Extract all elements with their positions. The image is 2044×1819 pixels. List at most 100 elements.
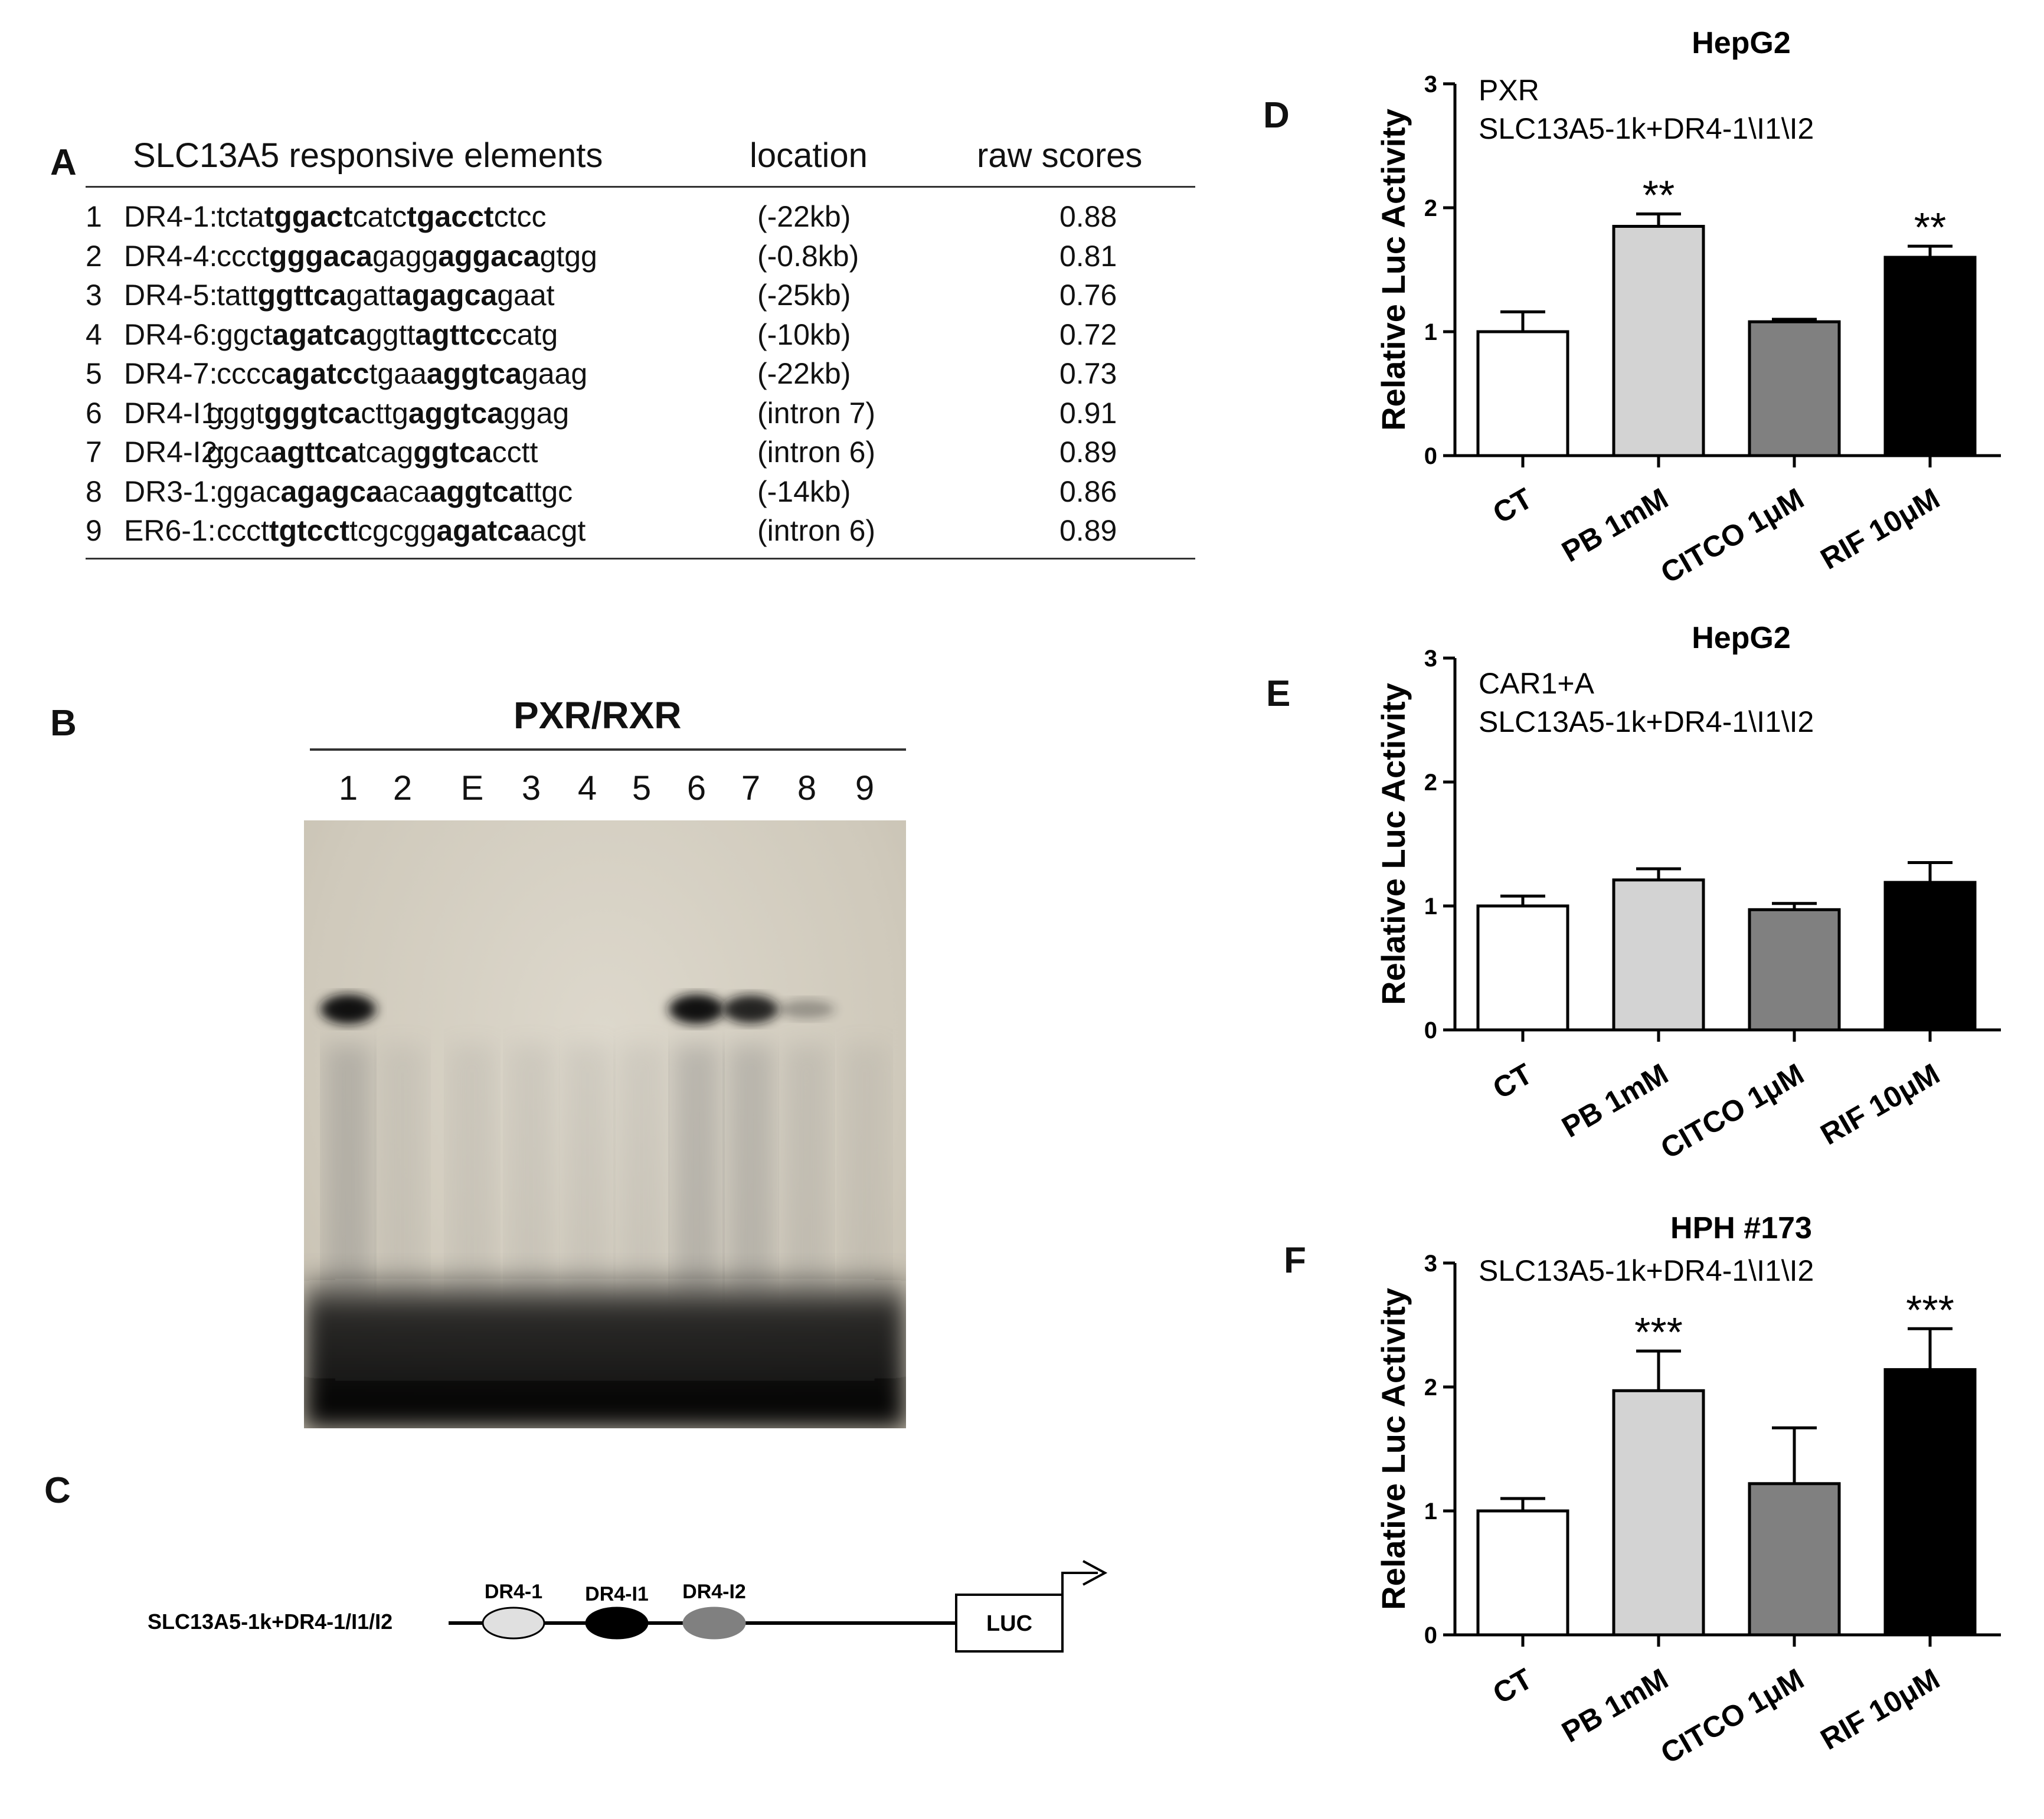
dr4-i1-element <box>585 1607 649 1640</box>
chart-title: HepG2 <box>1692 621 1791 655</box>
spacer-sequence: gggt <box>207 396 264 430</box>
lane-label: E <box>460 769 484 807</box>
table-row: 2 DR4-4: ccctgggacagaggaggacagtgg (-0.8kb) 0… <box>86 239 1195 278</box>
element-name: DR4-4: <box>124 239 218 273</box>
panel-letter-a: A <box>50 142 77 183</box>
element-sequence: ccccagatcctgaaaggtcagaag <box>217 356 587 391</box>
gel-bands <box>316 992 839 1027</box>
chart-title: HepG2 <box>1692 26 1791 60</box>
spacer-sequence: ttgc <box>525 475 573 508</box>
bar <box>1476 1509 1569 1637</box>
chart-annotation: PXR <box>1479 74 1539 107</box>
lane-label: 5 <box>632 769 652 807</box>
lane-label: 4 <box>577 769 597 807</box>
element-score: 0.81 <box>1059 239 1117 273</box>
motif-half-site: agagca <box>395 279 498 312</box>
element-sequence: tattggttcagattagagcagaat <box>217 278 555 312</box>
table-row: 4 DR4-6: ggctagatcaggttagttcccatg (-10kb) 0.… <box>86 318 1195 356</box>
element-sequence: ggctagatcaggttagttcccatg <box>217 318 558 352</box>
y-axis-label: Relative Luc Activity <box>1375 683 1412 1005</box>
dr4-i2-label: DR4-I2 <box>682 1581 746 1603</box>
y-axis-label: Relative Luc Activity <box>1375 109 1412 431</box>
motif-half-site: tggact <box>264 200 353 233</box>
element-sequence: tctatggactcatctgacctctcc <box>217 199 546 234</box>
lane-smear <box>673 1045 720 1293</box>
lane-smear <box>783 1045 830 1293</box>
panel-letter-f: F <box>1284 1240 1306 1281</box>
transcription-arrow <box>1061 1572 1098 1595</box>
lane-label: 9 <box>855 769 875 807</box>
y-tick-label: 0 <box>1424 1018 1437 1043</box>
element-location: (intron 7) <box>757 396 876 430</box>
row-number: 3 <box>86 279 102 312</box>
significance-marker: *** <box>1906 1287 1954 1333</box>
element-name: ER6-1: <box>124 514 216 547</box>
bar <box>1883 881 1977 1032</box>
lane-smear <box>618 1045 665 1293</box>
motif-half-site: ggttca <box>257 279 346 312</box>
category-label: PB 1mM <box>1556 482 1674 568</box>
element-sequence: ggacagagcaacaaggtcattgc <box>217 475 573 509</box>
spacer-sequence: gagg <box>372 239 439 273</box>
lane-label: 3 <box>521 769 541 807</box>
bar <box>1476 904 1569 1032</box>
spacer-sequence: tatt <box>217 279 258 312</box>
element-name: DR4-I2: <box>124 436 226 469</box>
element-name: DR4-1: <box>124 200 218 233</box>
spacer-sequence: tcta <box>217 200 264 233</box>
shifted-band <box>664 992 729 1027</box>
motif-half-site: agatca <box>272 318 366 351</box>
row-number: 4 <box>86 318 102 351</box>
panel-letter-b: B <box>50 703 77 744</box>
table-row: 9 ER6-1: cccttgtccttcgcggagatcaacgt (intron… <box>86 513 1195 552</box>
spacer-sequence: ggag <box>503 396 570 430</box>
motif-half-site: agagca <box>280 475 382 508</box>
table-row: 6 DR4-I1: gggtgggtcacttgaggtcaggag (intron … <box>86 396 1195 435</box>
element-score: 0.88 <box>1059 200 1117 233</box>
chart-d: HepG2 PXR SLC13A5-1k+DR4-1\I1\I2 0 1 2 3 Relati… <box>1375 26 2001 590</box>
y-tick-label: 2 <box>1424 1375 1437 1401</box>
spacer-sequence: gtgg <box>539 239 597 273</box>
element-name: DR4-I1: <box>124 396 226 430</box>
motif-half-site: gggaca <box>269 239 372 273</box>
spacer-sequence: catc <box>352 200 407 233</box>
y-axis-label: Relative Luc Activity <box>1375 1288 1412 1610</box>
element-location: (-10kb) <box>757 318 851 351</box>
spacer-sequence: ctcc <box>493 200 547 233</box>
row-number: 9 <box>86 514 102 547</box>
category-label: RIF 10μM <box>1815 482 1945 576</box>
category-label: CITCO 1μM <box>1655 482 1809 590</box>
bar <box>1476 330 1569 457</box>
gel-title-rule <box>310 748 906 751</box>
bar <box>1612 878 1705 1032</box>
y-tick-label: 1 <box>1424 894 1437 920</box>
motif-half-site: aggtca <box>430 475 525 508</box>
luc-box <box>955 1594 1064 1653</box>
y-tick-label: 2 <box>1424 770 1437 796</box>
spacer-sequence: ggac <box>217 475 281 508</box>
row-number: 6 <box>86 396 102 430</box>
chart-e: HepG2 CAR1+A SLC13A5-1k+DR4-1\I1\I2 0 1 2 3 Rel… <box>1375 621 2001 1165</box>
header-location: location <box>750 136 868 175</box>
luc-label: LUC <box>986 1611 1032 1636</box>
lane-label: 7 <box>741 769 761 807</box>
dr4-i1-label: DR4-I1 <box>585 1583 649 1605</box>
element-sequence: cccttgtccttcgcggagatcaacgt <box>217 513 586 548</box>
lane-smear <box>379 1045 426 1293</box>
element-name: DR4-6: <box>124 318 218 351</box>
element-score: 0.73 <box>1059 357 1117 390</box>
lane-label: 2 <box>393 769 413 807</box>
motif-half-site: agatcc <box>276 357 369 390</box>
spacer-sequence: ggtt <box>365 318 416 351</box>
row-number: 5 <box>86 357 102 390</box>
motif-half-site: ggtca <box>413 436 492 469</box>
category-label: CT <box>1487 482 1538 530</box>
chart-annotation: CAR1+A <box>1479 667 1595 700</box>
spacer-sequence: tcag <box>357 436 414 469</box>
row-number: 7 <box>86 436 102 469</box>
spacer-sequence: cttg <box>361 396 408 430</box>
element-location: (intron 6) <box>757 514 876 547</box>
category-label: CITCO 1μM <box>1655 1057 1809 1165</box>
spacer-sequence: gatt <box>346 279 395 312</box>
element-score: 0.89 <box>1059 514 1117 547</box>
